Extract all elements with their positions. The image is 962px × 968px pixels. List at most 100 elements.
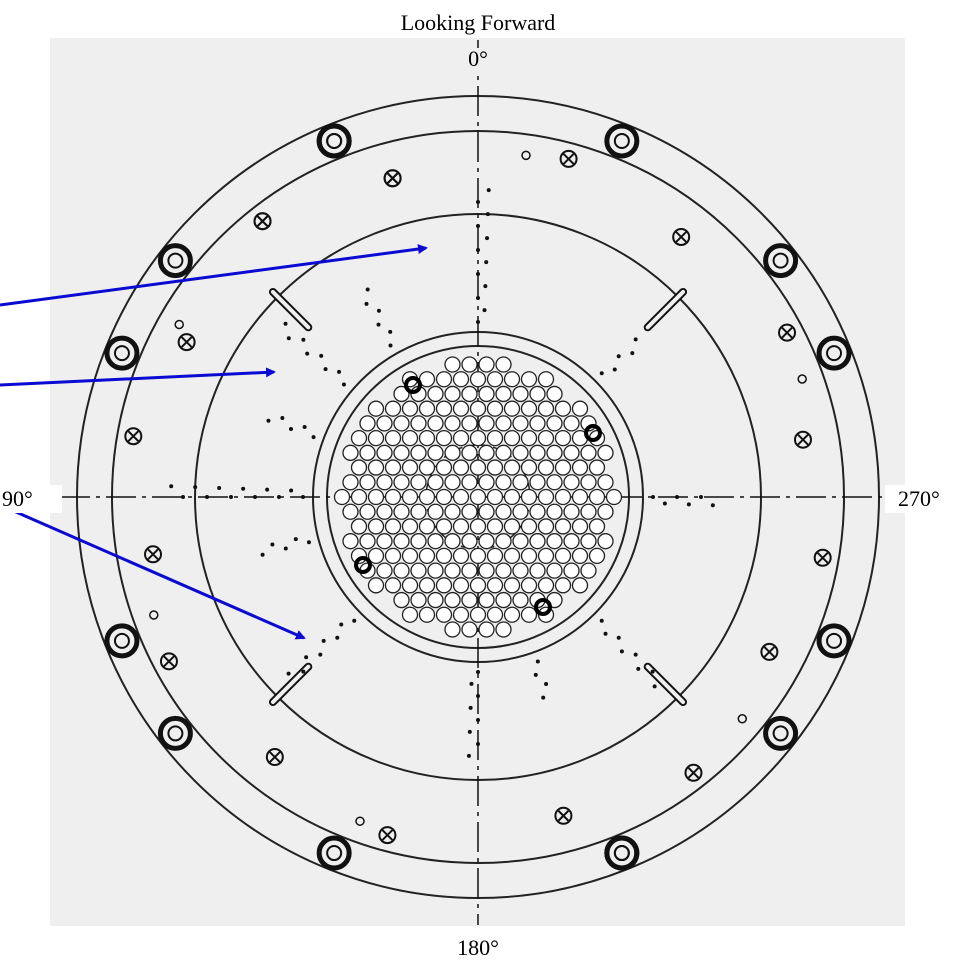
instrument-dot	[270, 542, 274, 546]
instrument-dot	[476, 320, 480, 324]
tube	[454, 401, 469, 416]
tube	[479, 593, 494, 608]
tube	[369, 431, 384, 446]
instrument-dot	[485, 236, 489, 240]
tube	[445, 622, 460, 637]
tube	[505, 607, 520, 622]
tube	[556, 460, 571, 475]
instrument-dot	[289, 488, 293, 492]
tube	[479, 445, 494, 460]
tube	[343, 504, 358, 519]
tube	[454, 578, 469, 593]
tube	[581, 445, 596, 460]
instrument-dot	[307, 540, 311, 544]
tube	[445, 504, 460, 519]
tube	[522, 519, 537, 534]
tube	[539, 548, 554, 563]
tube	[539, 372, 554, 387]
instrument-dot	[613, 367, 617, 371]
instrument-dot	[476, 272, 480, 276]
tube	[505, 431, 520, 446]
tube	[403, 401, 418, 416]
tube	[411, 563, 426, 578]
tube	[352, 460, 367, 475]
tube	[445, 563, 460, 578]
tube	[488, 578, 503, 593]
tube	[590, 519, 605, 534]
instrument-dot	[687, 502, 691, 506]
instrument-dot	[352, 619, 356, 623]
tube	[496, 504, 511, 519]
instrument-dot	[342, 383, 346, 387]
tube	[513, 593, 528, 608]
tube	[403, 460, 418, 475]
instrument-dot	[476, 200, 480, 204]
tube	[428, 416, 443, 431]
tube	[547, 563, 562, 578]
instrument-dot	[486, 212, 490, 216]
tube	[437, 401, 452, 416]
instrument-dot	[653, 684, 657, 688]
tube	[428, 445, 443, 460]
tube	[454, 519, 469, 534]
instrument-dot	[365, 302, 369, 306]
angle-label: 0°	[468, 46, 488, 71]
tube	[530, 475, 545, 490]
tube	[386, 519, 401, 534]
tube	[462, 593, 477, 608]
instrument-dot	[277, 495, 281, 499]
instrument-dot	[483, 284, 487, 288]
tube	[437, 519, 452, 534]
instrument-dot	[284, 322, 288, 326]
tube	[564, 475, 579, 490]
tube	[488, 460, 503, 475]
tube	[428, 563, 443, 578]
tube	[403, 431, 418, 446]
tube	[428, 504, 443, 519]
instrument-dot	[389, 343, 393, 347]
tube	[454, 460, 469, 475]
tube	[343, 475, 358, 490]
tube	[335, 490, 350, 505]
instrument-dot	[617, 636, 621, 640]
instrument-dot	[388, 330, 392, 334]
instrument-dot	[469, 682, 473, 686]
tube	[411, 593, 426, 608]
instrument-dot	[487, 188, 491, 192]
tube	[607, 490, 622, 505]
tube	[530, 504, 545, 519]
instrument-dot	[541, 696, 545, 700]
tube	[445, 534, 460, 549]
tube	[394, 475, 409, 490]
tube	[522, 401, 537, 416]
tube	[564, 416, 579, 431]
tube	[454, 372, 469, 387]
tube	[513, 504, 528, 519]
tube	[522, 578, 537, 593]
instrument-dot	[337, 370, 341, 374]
tube	[437, 431, 452, 446]
tube	[496, 475, 511, 490]
instrument-dot	[600, 371, 604, 375]
instrument-dot	[294, 537, 298, 541]
tube	[513, 445, 528, 460]
tube	[522, 431, 537, 446]
tube	[547, 386, 562, 401]
tube	[377, 416, 392, 431]
tube	[386, 578, 401, 593]
instrument-dot	[483, 308, 487, 312]
tube	[437, 548, 452, 563]
instrument-dot	[484, 260, 488, 264]
tube	[505, 578, 520, 593]
tube	[505, 372, 520, 387]
angle-label: 270°	[898, 486, 940, 511]
tube	[420, 431, 435, 446]
tube	[496, 416, 511, 431]
instrument-dot	[324, 367, 328, 371]
tube	[377, 504, 392, 519]
tube	[420, 490, 435, 505]
tube	[403, 548, 418, 563]
tube	[581, 504, 596, 519]
tube	[539, 490, 554, 505]
instrument-dot	[301, 495, 305, 499]
